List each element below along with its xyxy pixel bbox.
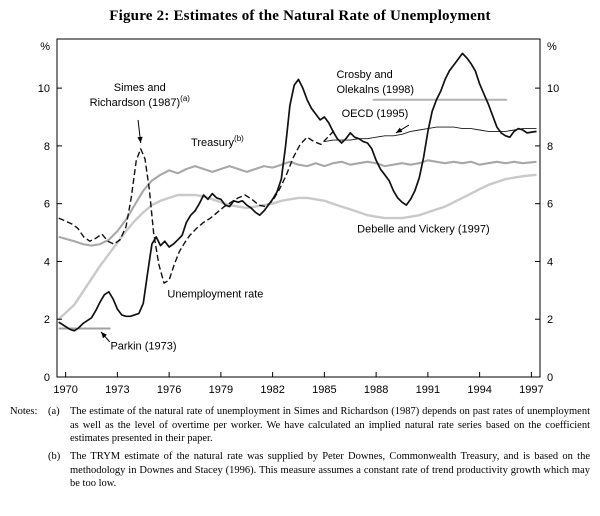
figure-title: Figure 2: Estimates of the Natural Rate … xyxy=(109,8,491,24)
y-tick-label-right: 2 xyxy=(547,314,553,326)
x-tick-label: 1994 xyxy=(467,384,491,396)
label-debelle-vickery: Debelle and Vickery (1997) xyxy=(357,224,489,236)
y-tick-label-right: 4 xyxy=(547,256,553,268)
x-tick-label: 1985 xyxy=(312,384,336,396)
y-tick-label-left: 0 xyxy=(44,372,50,384)
label-simes-richardson-arrowhead xyxy=(137,136,143,143)
series-simes-richardson-1987 xyxy=(58,129,336,284)
y-tick-label-right: 8 xyxy=(547,141,553,153)
note-b-marker: (b) xyxy=(48,450,61,462)
x-tick-label: 1991 xyxy=(416,384,440,396)
y-tick-label-right: 0 xyxy=(547,372,553,384)
x-tick-label: 1979 xyxy=(209,384,233,396)
label-oecd: OECD (1995) xyxy=(342,108,409,120)
x-tick-label: 1970 xyxy=(53,384,77,396)
y-tick-label-left: 10 xyxy=(38,83,50,95)
label-parkin-arrowhead xyxy=(100,331,107,339)
plot-frame xyxy=(56,38,541,378)
note-item-b: (b) The TRYM estimate of the natural rat… xyxy=(48,450,592,491)
notes-label: Notes: xyxy=(10,406,38,417)
series-unemployment-rate xyxy=(58,52,537,332)
label-treasury: Treasury(b) xyxy=(191,134,244,149)
note-b-text: The TRYM estimate of the natural rate wa… xyxy=(70,450,590,490)
note-item-a: (a) The estimate of the natural rate of … xyxy=(48,405,592,446)
y-unit-right: % xyxy=(547,41,557,53)
label-simes-richardson: Simes and Richardson (1987)(a) xyxy=(90,82,191,109)
y-tick-label-right: 10 xyxy=(547,83,559,95)
notes-section: Notes: (a) The estimate of the natural r… xyxy=(0,405,600,495)
label-oecd-arrowhead xyxy=(395,127,403,133)
x-tick-label: 1997 xyxy=(519,384,543,396)
label-crosby-olekalns: Crosby and Olekalns (1998) xyxy=(336,69,414,96)
series-treasury xyxy=(58,159,537,247)
y-unit-left: % xyxy=(40,41,50,53)
x-tick-label: 1982 xyxy=(260,384,284,396)
label-unemployment-rate: Unemployment rate xyxy=(167,289,263,301)
x-tick-label: 1976 xyxy=(157,384,181,396)
natural-rate-chart: 0 0 2 2 4 4 6 6 8 8 10 10% % 1970 1973 1976 1979 1982 1985… xyxy=(38,38,559,396)
note-a-marker: (a) xyxy=(48,406,60,417)
label-parkin: Parkin (1973) xyxy=(110,341,176,353)
y-tick-label-right: 6 xyxy=(547,199,553,211)
notes-list: (a) The estimate of the natural rate of … xyxy=(48,405,592,495)
series-debelle-vickery-1997 xyxy=(57,173,537,321)
x-tick-label: 1988 xyxy=(364,384,388,396)
y-tick-label-left: 4 xyxy=(44,256,50,268)
note-a-text: The estimate of the natural rate of unem… xyxy=(70,406,590,445)
y-tick-label-left: 8 xyxy=(44,141,50,153)
y-tick-label-left: 2 xyxy=(44,314,50,326)
y-tick-label-left: 6 xyxy=(44,199,50,211)
x-tick-label: 1973 xyxy=(105,384,129,396)
